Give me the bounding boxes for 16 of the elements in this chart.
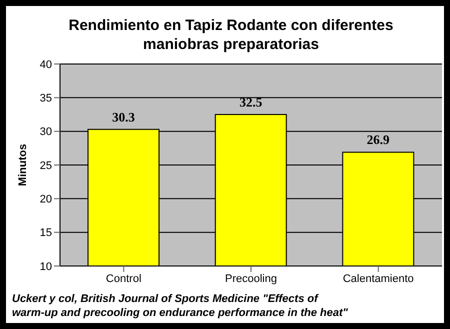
data-label: 30.3 <box>112 109 136 124</box>
y-tick-label: 40 <box>40 58 52 71</box>
x-tick-label: Precooling <box>225 272 277 285</box>
y-tick-label: 10 <box>40 260 52 273</box>
y-tick-label: 25 <box>40 160 52 172</box>
y-tick-label: 35 <box>40 92 52 105</box>
y-tick-label: 20 <box>40 194 52 206</box>
text: Uckert y col, British Journal of Sports Medicine "Effects of warm-up and precooling on endurance performance in the heat" <box>12 292 349 320</box>
x-tick-label: Calentamiento <box>342 272 414 285</box>
x-tick-label: Control <box>106 272 142 285</box>
y-tick-label: 30 <box>40 126 52 138</box>
data-label: 32.5 <box>239 94 263 110</box>
data-label: 26.9 <box>366 132 390 148</box>
y-tick-label: 15 <box>40 227 52 240</box>
y-axis-title: Minutos <box>16 144 29 186</box>
chart-title: Rendimiento en Tapiz Rodante con diferentes maniobras preparatorias <box>68 16 394 54</box>
